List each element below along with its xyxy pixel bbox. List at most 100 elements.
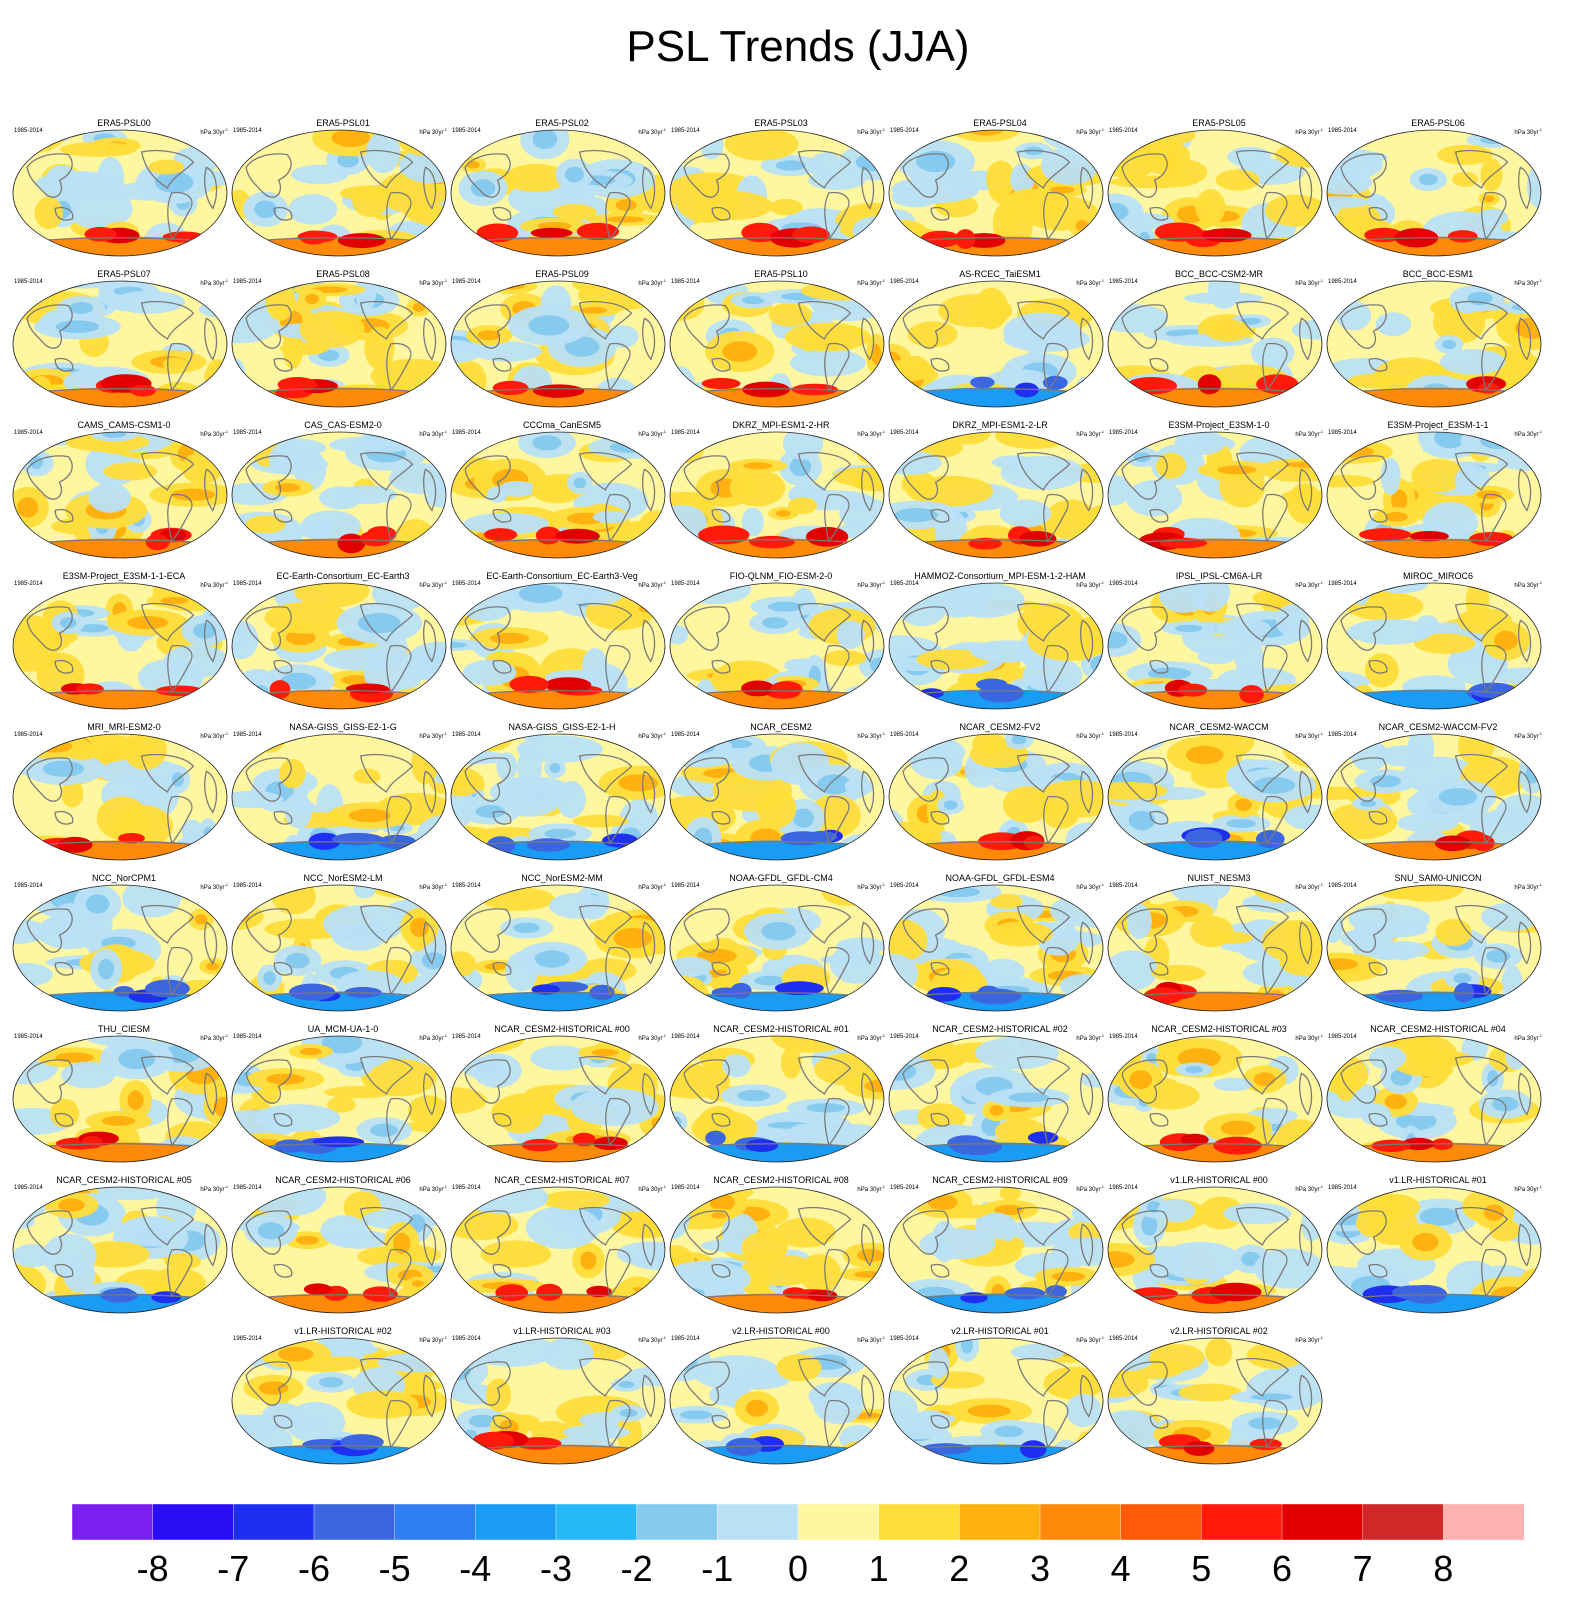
- colorbar-tick-label: 7: [1352, 1548, 1373, 1589]
- map-field: [888, 1337, 1104, 1465]
- panel-title: BCC_BCC-ESM1: [1402, 269, 1474, 279]
- map-panel: NCC_NorCPM1 1985-2014 hPa 30yr-1: [12, 873, 236, 1023]
- chart-title: PSL Trends (JJA): [626, 22, 970, 71]
- panel-title: NASA-GISS_GISS-E2-1-G: [289, 722, 397, 732]
- colorbar-bin: [475, 1504, 557, 1540]
- map-field: [1107, 582, 1323, 710]
- map-field: [1326, 431, 1542, 559]
- panel-units: hPa 30yr-1: [857, 429, 885, 438]
- panel-units: hPa 30yr-1: [419, 127, 447, 136]
- map-field: [231, 884, 447, 1012]
- panel-units: hPa 30yr-1: [1076, 731, 1104, 740]
- panel-period: 1985-2014: [1328, 430, 1357, 436]
- panel-title: NCAR_CESM2-HISTORICAL #01: [713, 1024, 849, 1034]
- panel-title: EC-Earth-Consortium_EC-Earth3-Veg: [486, 571, 638, 581]
- colorbar-tick-label: 8: [1433, 1548, 1454, 1589]
- panel-units: hPa 30yr-1: [1076, 1033, 1104, 1042]
- panel-period: 1985-2014: [14, 1034, 43, 1040]
- map-field: [450, 431, 666, 559]
- map-panel: ERA5-PSL00 1985-2014 hPa 30yr-1: [12, 118, 236, 268]
- panel-title: ERA5-PSL03: [754, 118, 808, 128]
- colorbar-bin: [313, 1504, 396, 1540]
- map-field: [669, 582, 885, 710]
- panel-units: hPa 30yr-1: [1295, 580, 1323, 589]
- map-panel: ERA5-PSL03 1985-2014 hPa 30yr-1: [669, 118, 893, 268]
- map-field: [231, 1186, 447, 1314]
- panel-period: 1985-2014: [1109, 1034, 1138, 1040]
- panel-period: 1985-2014: [1328, 883, 1357, 889]
- panel-period: 1985-2014: [1328, 581, 1357, 587]
- map-field: [450, 1337, 666, 1465]
- map-panel: NCAR_CESM2-HISTORICAL #04 1985-2014 hPa 30…: [1326, 1024, 1550, 1174]
- colorbar-bin: [555, 1504, 638, 1540]
- panel-period: 1985-2014: [14, 279, 43, 285]
- map-panel: CAS_CAS-ESM2-0 1985-2014 hPa 30yr-1: [231, 420, 455, 570]
- panel-title: ERA5-PSL02: [535, 118, 589, 128]
- panel-period: 1985-2014: [233, 1336, 262, 1342]
- map-panel: EC-Earth-Consortium_EC-Earth3 1985-2014 hP…: [231, 571, 455, 721]
- panel-title: ERA5-PSL09: [535, 269, 589, 279]
- map-panel: NCC_NorESM2-MM 1985-2014 hPa 30yr-1: [450, 873, 674, 1023]
- panel-title: IPSL_IPSL-CM6A-LR: [1175, 571, 1263, 581]
- map-field: [450, 884, 666, 1012]
- panel-title: NOAA-GFDL_GFDL-CM4: [729, 873, 833, 883]
- panel-period: 1985-2014: [671, 1034, 700, 1040]
- map-field: [669, 884, 885, 1012]
- map-panel: MIROC_MIROC6 1985-2014 hPa 30yr-1: [1326, 571, 1550, 721]
- panel-title: NUIST_NESM3: [1187, 873, 1251, 883]
- map-field: [12, 884, 228, 1012]
- panel-period: 1985-2014: [1328, 1185, 1357, 1191]
- panel-period: 1985-2014: [671, 279, 700, 285]
- panel-title: NCAR_CESM2-HISTORICAL #04: [1370, 1024, 1506, 1034]
- colorbar-bin: [1281, 1504, 1364, 1540]
- panel-units: hPa 30yr-1: [1295, 1335, 1323, 1344]
- map-field: [1107, 1337, 1323, 1465]
- map-field: [1107, 129, 1323, 257]
- panel-units: hPa 30yr-1: [1295, 731, 1323, 740]
- panel-units: hPa 30yr-1: [419, 580, 447, 589]
- colorbar-tick-label: -7: [217, 1548, 250, 1589]
- panel-units: hPa 30yr-1: [1514, 127, 1542, 136]
- panel-title: FIO-QLNM_FIO-ESM-2-0: [729, 571, 833, 581]
- panel-period: 1985-2014: [890, 581, 919, 587]
- map-panel: ERA5-PSL07 1985-2014 hPa 30yr-1: [12, 269, 236, 419]
- panel-units: hPa 30yr-1: [1514, 1033, 1542, 1042]
- panel-period: 1985-2014: [671, 1185, 700, 1191]
- panel-title: NCAR_CESM2-WACCM-FV2: [1378, 722, 1498, 732]
- map-panel: NCAR_CESM2-HISTORICAL #02 1985-2014 hPa 30…: [888, 1024, 1112, 1174]
- map-field: [450, 129, 666, 257]
- panel-period: 1985-2014: [452, 430, 481, 436]
- panel-units: hPa 30yr-1: [638, 429, 666, 438]
- panel-period: 1985-2014: [1109, 128, 1138, 134]
- map-panel: SNU_SAM0-UNICON 1985-2014 hPa 30yr-1: [1326, 873, 1550, 1023]
- map-panel: ERA5-PSL01 1985-2014 hPa 30yr-1: [231, 118, 455, 268]
- panel-title: v2.LR-HISTORICAL #01: [951, 1326, 1049, 1336]
- panel-period: 1985-2014: [452, 1336, 481, 1342]
- panel-title: NCC_NorESM2-MM: [521, 873, 603, 883]
- map-field: [231, 733, 447, 861]
- panel-title: v1.LR-HISTORICAL #03: [513, 1326, 611, 1336]
- panel-title: NASA-GISS_GISS-E2-1-H: [508, 722, 616, 732]
- panel-period: 1985-2014: [671, 883, 700, 889]
- panel-period: 1985-2014: [1328, 128, 1357, 134]
- panel-period: 1985-2014: [233, 883, 262, 889]
- panel-period: 1985-2014: [671, 430, 700, 436]
- panel-units: hPa 30yr-1: [419, 278, 447, 287]
- map-field: [450, 733, 666, 861]
- map-field: [231, 582, 447, 710]
- map-field: [1326, 884, 1542, 1012]
- map-field: [1107, 431, 1323, 559]
- colorbar-tick-label: -3: [539, 1548, 573, 1589]
- panel-units: hPa 30yr-1: [419, 1335, 447, 1344]
- map-panel: NCC_NorESM2-LM 1985-2014 hPa 30yr-1: [231, 873, 455, 1023]
- map-field: [450, 582, 666, 710]
- map-panel: NCAR_CESM2-WACCM 1985-2014 hPa 30yr-1: [1107, 722, 1331, 872]
- colorbar-bin: [1362, 1504, 1445, 1540]
- panel-title: DKRZ_MPI-ESM1-2-HR: [732, 420, 830, 430]
- map-field: [12, 1035, 228, 1163]
- map-field: [1326, 129, 1542, 257]
- panel-units: hPa 30yr-1: [1076, 882, 1104, 891]
- map-field: [888, 1035, 1104, 1163]
- map-panel: NCAR_CESM2-HISTORICAL #06 1985-2014 hPa 30…: [231, 1175, 455, 1325]
- panel-title: DKRZ_MPI-ESM1-2-LR: [952, 420, 1048, 430]
